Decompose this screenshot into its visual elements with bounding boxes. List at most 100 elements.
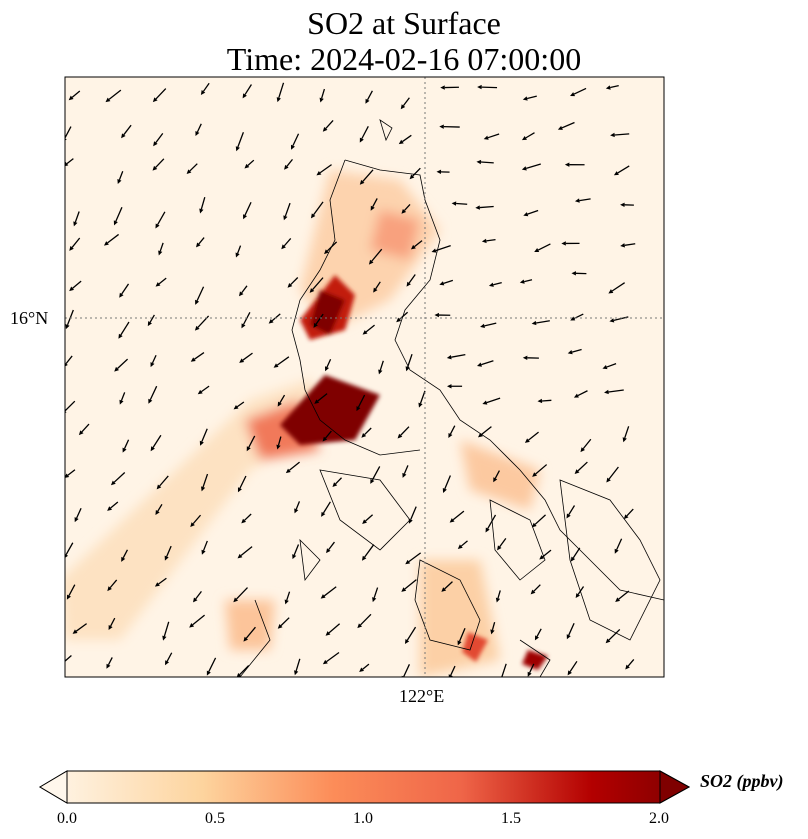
- wind-arrow-icon: [268, 313, 281, 324]
- map-title: SO2 at Surface: [307, 5, 501, 41]
- wind-arrow-icon: [357, 613, 372, 629]
- wind-arrow-icon: [606, 466, 619, 483]
- wind-arrow-icon: [620, 243, 636, 248]
- wind-arrow-icon: [522, 355, 539, 361]
- wind-arrow-icon: [602, 363, 617, 370]
- wind-arrow-icon: [406, 274, 416, 287]
- wind-arrow-icon: [483, 133, 500, 140]
- wind-arrow-icon: [237, 475, 247, 493]
- wind-arrow-icon: [319, 88, 326, 103]
- wind-arrow-icon: [322, 651, 340, 665]
- wind-arrow-icon: [118, 321, 130, 339]
- wind-arrow-icon: [566, 622, 575, 640]
- wind-arrow-icon: [310, 201, 324, 219]
- wind-arrow-icon: [290, 133, 300, 150]
- wind-arrow-icon: [236, 665, 250, 677]
- wind-arrow-icon: [613, 165, 630, 176]
- wind-arrow-icon: [155, 211, 166, 229]
- wind-arrow-icon: [238, 285, 248, 297]
- wind-arrow-icon: [477, 360, 494, 367]
- wind-arrow-icon: [294, 501, 301, 514]
- map-subtitle: Time: 2024-02-16 07:00:00: [226, 41, 582, 77]
- wind-arrow-icon: [405, 552, 422, 565]
- coastlines: [239, 119, 664, 677]
- wind-arrow-icon: [158, 242, 164, 256]
- lon-tick-label: 122°E: [399, 686, 445, 706]
- wind-arrow-icon: [322, 430, 332, 442]
- wind-arrow-icon: [622, 426, 630, 443]
- wind-arrow-icon: [523, 209, 539, 217]
- wind-arrow-icon: [561, 241, 580, 246]
- wind-arrow-icon: [457, 540, 468, 549]
- wind-arrow-icon: [370, 466, 381, 484]
- wind-arrow-icon: [105, 89, 122, 103]
- wind-arrow-icon: [567, 660, 578, 676]
- wind-arrow-icon: [150, 354, 157, 368]
- wind-arrow-icon: [107, 579, 118, 592]
- wind-arrow-icon: [113, 206, 123, 226]
- wind-arrow-icon: [156, 475, 169, 490]
- wind-arrow-icon: [570, 547, 581, 562]
- wind-arrow-icon: [155, 277, 167, 287]
- wind-arrow-icon: [193, 590, 202, 603]
- wind-arrow-icon: [287, 277, 299, 288]
- wind-arrow-icon: [434, 312, 451, 318]
- wind-arrow-icon: [186, 163, 198, 175]
- wind-arrow-icon: [436, 169, 450, 175]
- wind-arrow-icon: [527, 663, 535, 677]
- wind-arrow-icon: [365, 90, 373, 104]
- wind-arrow-icon: [448, 665, 456, 677]
- wind-arrow-icon: [539, 549, 552, 560]
- wind-arrow-icon: [359, 663, 370, 673]
- colorbar-tick: 1.5: [501, 810, 521, 827]
- wind-arrow-icon: [575, 586, 585, 599]
- wind-arrow-icon: [233, 587, 248, 603]
- wind-arrow-icon: [564, 162, 585, 167]
- wind-arrow-icon: [190, 514, 202, 528]
- wind-arrow-icon: [451, 201, 468, 206]
- wind-arrow-icon: [401, 579, 417, 592]
- wind-arrow-icon: [488, 281, 502, 287]
- wind-arrow-icon: [324, 241, 338, 255]
- wind-arrow-icon: [493, 470, 501, 483]
- wind-arrow-icon: [401, 204, 411, 214]
- so2-hotspots: [280, 275, 548, 670]
- colorbar-tick: 0.5: [205, 810, 225, 827]
- wind-arrow-icon: [475, 205, 494, 210]
- wind-arrow-icon: [522, 95, 537, 101]
- wind-arrow-icon: [485, 514, 497, 533]
- wind-arrow-icon: [362, 324, 375, 335]
- wind-arrow-icon: [65, 355, 73, 367]
- wind-arrow-icon: [284, 591, 291, 605]
- wind-arrow-icon: [361, 544, 375, 561]
- wind-arrow-icon: [242, 84, 252, 99]
- wind-arrow-icon: [580, 438, 592, 453]
- wind-arrow-icon: [397, 426, 410, 439]
- wind-arrow-icon: [574, 198, 591, 203]
- wind-arrow-icon: [620, 202, 634, 208]
- wind-arrow-icon: [148, 385, 158, 404]
- wind-arrow-icon: [78, 423, 90, 436]
- wind-arrow-icon: [65, 158, 74, 167]
- wind-arrow-icon: [122, 439, 130, 453]
- wind-arrow-icon: [235, 245, 242, 258]
- wind-arrow-icon: [405, 353, 413, 372]
- wind-arrow-icon: [106, 657, 113, 669]
- wind-arrow-icon: [519, 279, 533, 284]
- wind-arrow-icon: [477, 84, 498, 90]
- wind-arrow-icon: [521, 132, 535, 141]
- wind-arrow-icon: [410, 240, 423, 250]
- wind-arrow-icon: [605, 628, 621, 644]
- wind-arrow-icon: [398, 134, 412, 145]
- wind-arrow-icon: [200, 82, 210, 95]
- wind-arrow-icon: [103, 233, 120, 246]
- wind-arrow-icon: [241, 513, 252, 524]
- wind-arrow-icon: [150, 434, 162, 452]
- wind-arrow-icon: [476, 159, 494, 165]
- wind-arrow-icon: [152, 88, 167, 103]
- wind-arrow-icon: [439, 279, 454, 286]
- colorbar-tick: 2.0: [649, 810, 669, 827]
- wind-arrow-icon: [283, 202, 291, 221]
- wind-arrow-icon: [604, 389, 624, 395]
